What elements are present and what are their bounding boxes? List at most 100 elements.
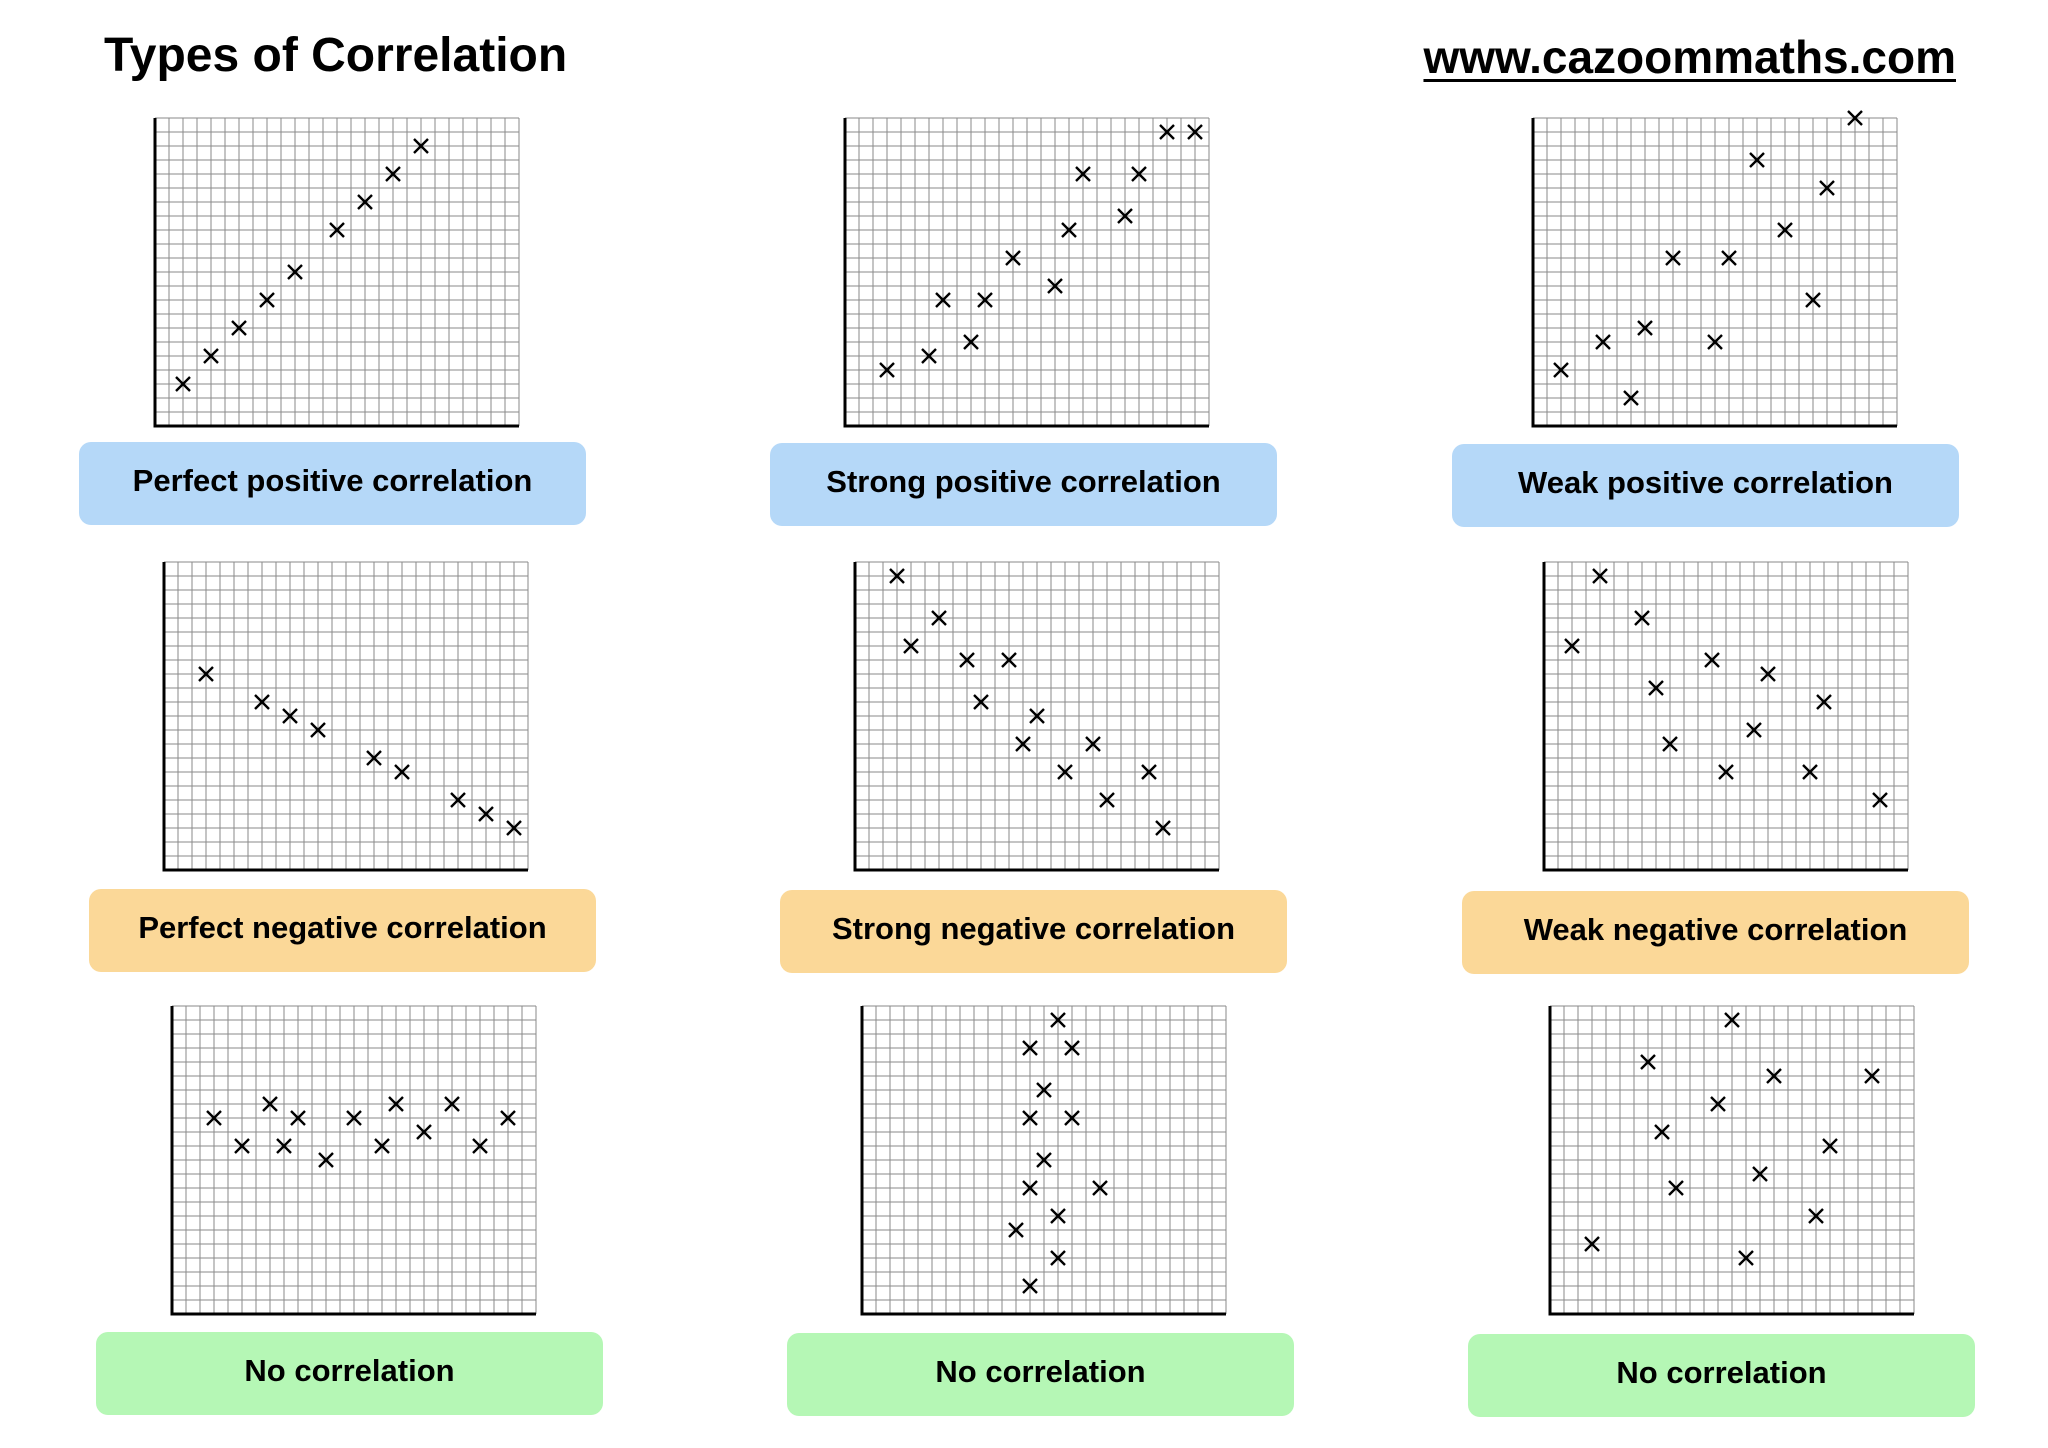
data-point-cross (1805, 292, 1821, 308)
data-point-cross (1092, 1180, 1108, 1196)
data-point-cross (385, 166, 401, 182)
label-no-correlation: No correlation (96, 1332, 603, 1415)
grid (843, 117, 1210, 428)
scatter-plot-strong-positive-correlation (843, 117, 1210, 428)
data-point-cross (1847, 110, 1863, 126)
data-point-cross (1654, 1124, 1670, 1140)
data-point-cross (1640, 1054, 1656, 1070)
data-point-cross (1724, 1012, 1740, 1028)
data-point-cross (1668, 1180, 1684, 1196)
data-point-cross (254, 694, 270, 710)
data-point-cross (903, 638, 919, 654)
grid (853, 561, 1220, 872)
data-point-cross (1623, 390, 1639, 406)
data-point-cross (1057, 764, 1073, 780)
data-point-cross (388, 1096, 404, 1112)
data-point-cross (959, 652, 975, 668)
data-point-cross (276, 1138, 292, 1154)
data-point-cross (329, 222, 345, 238)
data-point-cross (1075, 166, 1091, 182)
label-weak-negative-correlation: Weak negative correlation (1462, 891, 1969, 974)
label-strong-positive-correlation: Strong positive correlation (770, 443, 1277, 526)
data-point-cross (1721, 250, 1737, 266)
data-point-cross (506, 820, 522, 836)
scatter-plot-perfect-negative-correlation (162, 561, 529, 872)
data-point-cross (1777, 222, 1793, 238)
data-point-cross (879, 362, 895, 378)
data-point-cross (259, 292, 275, 308)
data-point-cross (357, 194, 373, 210)
data-point-cross (1015, 736, 1031, 752)
data-point-cross (1872, 792, 1888, 808)
data-point-cross (1187, 124, 1203, 140)
data-point-cross (231, 320, 247, 336)
data-point-cross (198, 666, 214, 682)
data-point-cross (1022, 1180, 1038, 1196)
data-point-cross (1085, 736, 1101, 752)
label-strong-negative-correlation: Strong negative correlation (780, 890, 1287, 973)
data-point-cross (1752, 1166, 1768, 1182)
data-point-cross (1564, 638, 1580, 654)
label-no-correlation: No correlation (787, 1333, 1294, 1416)
data-point-cross (203, 348, 219, 364)
data-point-cross (889, 568, 905, 584)
data-point-cross (963, 334, 979, 350)
scatter-plot-no-correlation (860, 1005, 1227, 1316)
data-point-cross (973, 694, 989, 710)
data-point-cross (1704, 652, 1720, 668)
data-point-cross (1584, 1236, 1600, 1252)
scatter-plot-no-correlation (170, 1005, 537, 1316)
data-point-cross (1718, 764, 1734, 780)
data-point-cross (310, 722, 326, 738)
data-point-cross (1746, 722, 1762, 738)
data-point-cross (1819, 180, 1835, 196)
data-point-cross (234, 1138, 250, 1154)
data-point-cross (1707, 334, 1723, 350)
data-point-cross (346, 1110, 362, 1126)
data-point-cross (1749, 152, 1765, 168)
data-point-cross (1050, 1250, 1066, 1266)
data-point-cross (1029, 708, 1045, 724)
data-point-cross (478, 806, 494, 822)
data-point-cross (1036, 1152, 1052, 1168)
data-point-cross (1766, 1068, 1782, 1084)
data-point-cross (206, 1110, 222, 1126)
data-point-cross (1047, 278, 1063, 294)
data-point-cross (977, 292, 993, 308)
data-point-cross (444, 1096, 460, 1112)
data-point-cross (175, 376, 191, 392)
data-point-cross (287, 264, 303, 280)
data-point-cross (1553, 362, 1569, 378)
page-title: Types of Correlation (104, 29, 568, 82)
data-point-cross (1022, 1278, 1038, 1294)
data-point-cross (1648, 680, 1664, 696)
label-perfect-negative-correlation: Perfect negative correlation (89, 889, 596, 972)
data-point-cross (1064, 1040, 1080, 1056)
data-point-cross (318, 1152, 334, 1168)
data-point-cross (921, 348, 937, 364)
grid (153, 117, 520, 428)
data-point-cross (1634, 610, 1650, 626)
grid (1542, 561, 1909, 872)
data-point-cross (1008, 1222, 1024, 1238)
data-point-cross (1808, 1208, 1824, 1224)
data-point-cross (1131, 166, 1147, 182)
data-point-cross (1022, 1040, 1038, 1056)
data-point-cross (282, 708, 298, 724)
data-point-cross (1760, 666, 1776, 682)
grid (860, 1005, 1227, 1316)
data-point-cross (413, 138, 429, 154)
data-point-cross (450, 792, 466, 808)
data-point-cross (1595, 334, 1611, 350)
data-point-cross (472, 1138, 488, 1154)
scatter-plot-no-correlation (1548, 1005, 1915, 1316)
data-point-cross (1155, 820, 1171, 836)
data-point-cross (1710, 1096, 1726, 1112)
data-point-cross (394, 764, 410, 780)
grid (1548, 1005, 1915, 1316)
data-point-cross (1064, 1110, 1080, 1126)
data-point-cross (1061, 222, 1077, 238)
data-point-cross (1117, 208, 1133, 224)
data-point-cross (1665, 250, 1681, 266)
website-link[interactable]: www.cazoommaths.com (1423, 31, 1956, 83)
